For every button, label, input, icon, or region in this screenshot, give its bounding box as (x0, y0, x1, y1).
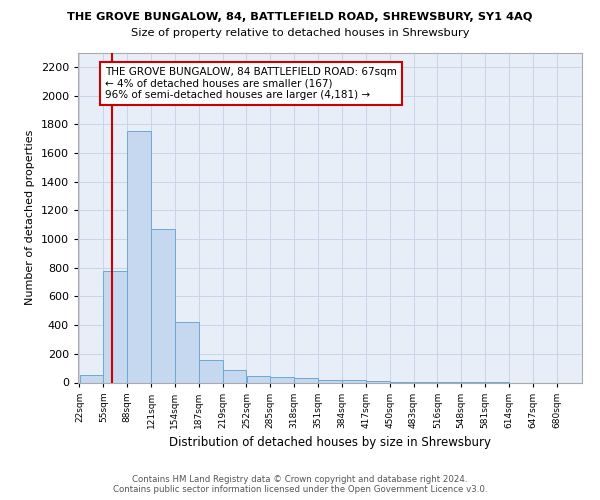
Bar (175, 322, 199, 382)
Bar (223, 370, 247, 382)
Bar (366, 381, 389, 382)
Bar (103, 272, 127, 382)
Bar (271, 378, 294, 382)
X-axis label: Distribution of detached houses by size in Shrewsbury: Distribution of detached houses by size … (169, 436, 491, 449)
Bar (247, 376, 270, 382)
Text: THE GROVE BUNGALOW, 84 BATTLEFIELD ROAD: 67sqm
← 4% of detached houses are small: THE GROVE BUNGALOW, 84 BATTLEFIELD ROAD:… (105, 67, 397, 100)
Bar (199, 360, 223, 382)
Y-axis label: Number of detached properties: Number of detached properties (25, 130, 35, 305)
Bar (295, 378, 318, 382)
Bar (318, 380, 342, 382)
Bar (80, 374, 103, 382)
Text: THE GROVE BUNGALOW, 84, BATTLEFIELD ROAD, SHREWSBURY, SY1 4AQ: THE GROVE BUNGALOW, 84, BATTLEFIELD ROAD… (67, 12, 533, 22)
Text: Contains HM Land Registry data © Crown copyright and database right 2024.
Contai: Contains HM Land Registry data © Crown c… (113, 474, 487, 494)
Bar (342, 380, 365, 382)
Text: Size of property relative to detached houses in Shrewsbury: Size of property relative to detached ho… (131, 28, 469, 38)
Bar (127, 132, 151, 382)
Bar (151, 229, 175, 382)
